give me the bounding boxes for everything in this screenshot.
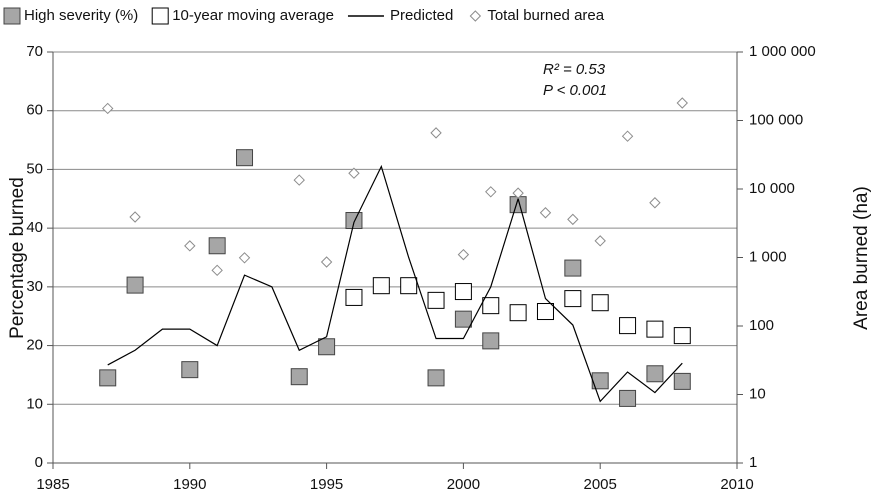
y-tick-label: 30 (26, 278, 43, 295)
open-square-marker (482, 297, 500, 315)
open-square-marker (454, 283, 472, 301)
open-diamond-marker (676, 97, 688, 109)
y2-tick-label: 1 000 (749, 248, 787, 265)
legend-label: Predicted (390, 7, 453, 24)
filled-square-marker (99, 369, 117, 387)
open-diamond-marker (211, 264, 223, 277)
y-tick-label: 70 (26, 43, 43, 60)
open-diamond-marker (293, 174, 305, 186)
open-square-marker (427, 291, 445, 309)
filled-square-marker (290, 368, 308, 386)
open-square-marker (536, 303, 554, 321)
open-square-marker (345, 288, 363, 306)
open-diamond-marker (512, 187, 524, 199)
y2-tick-label: 10 (749, 385, 766, 402)
filled-square-marker (236, 149, 254, 167)
open-square-marker (673, 327, 691, 345)
legend-swatch (3, 7, 21, 25)
y-tick-label: 60 (26, 102, 43, 119)
annotation: P < 0.001 (543, 82, 607, 99)
open-square-marker (619, 317, 637, 335)
open-diamond-marker (129, 211, 141, 223)
y-tick-label: 40 (26, 219, 43, 236)
open-square-marker (564, 290, 582, 308)
filled-square-marker (181, 361, 199, 379)
open-diamond-marker (457, 248, 470, 261)
x-tick-label: 2005 (584, 476, 617, 493)
open-square-marker (400, 277, 418, 295)
open-square-marker (591, 294, 609, 312)
y-tick-label: 0 (35, 454, 43, 471)
y2-axis-label: Area burned (ha) (851, 186, 872, 330)
open-square-marker (646, 320, 664, 338)
filled-square-marker (564, 259, 582, 277)
y-tick-label: 20 (26, 337, 43, 354)
open-diamond-marker (348, 167, 360, 179)
legend-swatch (469, 10, 482, 22)
open-diamond-marker (102, 102, 114, 115)
open-diamond-marker (430, 127, 442, 139)
annotation: R² = 0.53 (543, 61, 606, 78)
predicted-line (107, 164, 683, 403)
filled-square-marker (482, 332, 500, 350)
open-diamond-marker (184, 240, 196, 252)
filled-square-marker (454, 310, 472, 328)
open-diamond-marker (594, 235, 606, 247)
y2-tick-label: 10 000 (749, 180, 795, 197)
open-diamond-marker (539, 207, 552, 219)
legend-swatch (151, 7, 169, 25)
open-diamond-marker (320, 256, 333, 268)
filled-square-marker (318, 338, 336, 356)
y-tick-label: 10 (26, 395, 43, 412)
open-diamond-marker (649, 197, 661, 209)
open-diamond-marker (238, 252, 251, 264)
legend-label: High severity (%) (24, 7, 138, 24)
y2-tick-label: 1 (749, 454, 757, 471)
filled-square-marker (673, 372, 691, 390)
x-tick-label: 2000 (447, 476, 480, 493)
y-axis-label: Percentage burned (7, 177, 28, 339)
y2-tick-label: 100 (749, 317, 774, 334)
legend-label: Total burned area (487, 7, 604, 24)
filled-square-marker (619, 389, 637, 407)
open-diamond-marker (485, 186, 497, 198)
filled-square-marker (646, 365, 664, 383)
open-square-marker (372, 277, 390, 295)
y2-tick-label: 100 000 (749, 111, 803, 128)
x-tick-label: 2010 (720, 476, 753, 493)
filled-square-marker (126, 276, 144, 294)
filled-square-marker (427, 369, 445, 387)
filled-square-marker (345, 212, 363, 230)
x-tick-label: 1990 (173, 476, 206, 493)
open-diamond-marker (621, 130, 634, 142)
y2-tick-label: 1 000 000 (749, 43, 816, 60)
legend-label: 10-year moving average (172, 7, 334, 24)
filled-square-marker (208, 237, 226, 255)
x-tick-label: 1995 (310, 476, 343, 493)
open-diamond-marker (567, 213, 579, 226)
y-tick-label: 50 (26, 160, 43, 177)
open-square-marker (509, 304, 527, 322)
x-tick-label: 1985 (36, 476, 69, 493)
